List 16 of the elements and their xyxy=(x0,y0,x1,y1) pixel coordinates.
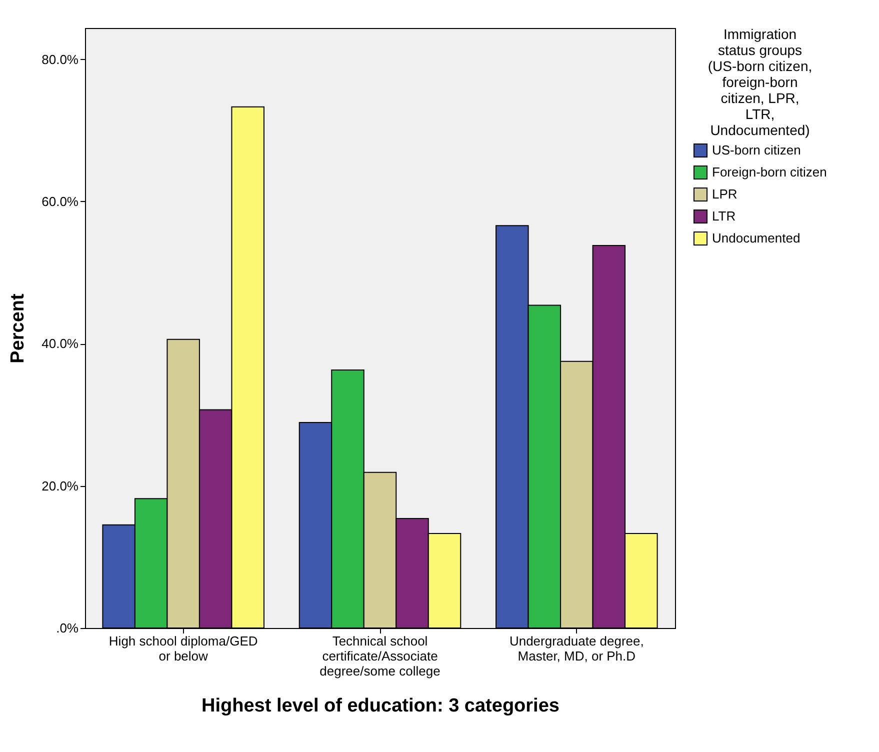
legend-label: Undocumented xyxy=(712,230,800,246)
legend-label: LPR xyxy=(712,186,738,202)
legend-label: US-born citizen xyxy=(712,142,801,158)
legend-label: LTR xyxy=(712,208,736,224)
y-tick-label: .0% xyxy=(56,620,79,636)
x-axis-title: Highest level of education: 3 categories xyxy=(202,696,560,716)
x-tick-label: Undergraduate degree, Master, MD, or Ph.D xyxy=(509,634,644,664)
y-tick-label: 20.0% xyxy=(42,478,79,494)
y-tick-label: 60.0% xyxy=(42,194,79,209)
y-tick-label: 80.0% xyxy=(42,52,79,67)
x-tick-label: Technical school certificate/Associate degree/some college xyxy=(320,634,440,678)
x-tick-label: High school diploma/GED or below xyxy=(108,634,258,664)
y-tick-label: 40.0% xyxy=(42,336,79,352)
legend-title: Immigration status groups (US-born citizen, foreign-born citizen, LPR, LTR, Undocumented) xyxy=(708,26,812,138)
y-axis-title: Percent xyxy=(8,292,29,364)
legend-label: Foreign-born citizen xyxy=(712,164,827,180)
